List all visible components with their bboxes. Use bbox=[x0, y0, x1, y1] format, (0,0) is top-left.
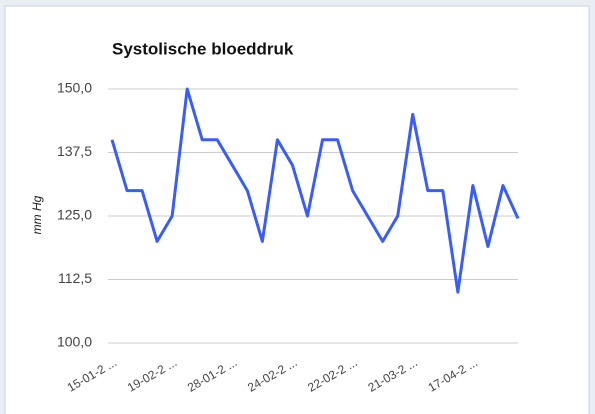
line-series bbox=[110, 87, 520, 294]
y-tick-label: 150,0 bbox=[57, 80, 92, 96]
y-tick-label: 125,0 bbox=[57, 207, 92, 223]
y-tick-label: 112,5 bbox=[58, 270, 92, 286]
y-tick-label: 137,5 bbox=[57, 143, 92, 159]
y-tick-label: 100,0 bbox=[57, 334, 92, 350]
chart-title: Systolische bloeddruk bbox=[112, 39, 294, 58]
y-axis-label: mm Hg bbox=[30, 195, 44, 234]
panel bbox=[4, 5, 590, 414]
